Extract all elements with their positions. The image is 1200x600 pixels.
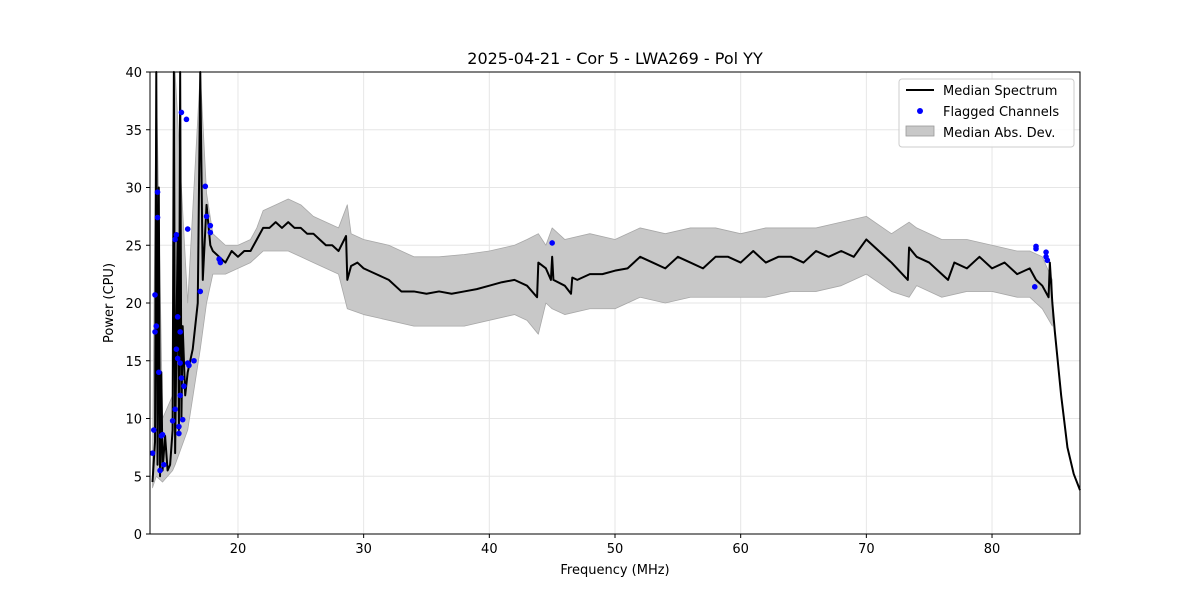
flagged-channel-point	[172, 406, 178, 413]
flagged-channel-point	[184, 226, 191, 232]
flagged-channel-point	[181, 383, 187, 389]
flagged-channel-point	[176, 430, 182, 437]
median-line-layer	[151, 71, 1081, 491]
flagged-channel-point	[152, 329, 158, 335]
flagged-channel-point	[177, 329, 183, 335]
y-tick-label: 35	[125, 124, 142, 139]
x-tick-label: 20	[230, 542, 247, 557]
legend-band-swatch	[905, 125, 935, 137]
flagged-channel-point	[197, 288, 204, 295]
flagged-channel-point	[169, 418, 176, 424]
flagged-channel-point	[173, 346, 180, 353]
x-tick-label: 80	[984, 542, 1001, 557]
flagged-channel-point	[176, 423, 182, 430]
flagged-channel-point	[203, 213, 210, 220]
flagged-channel-point	[159, 431, 166, 438]
mad-band-layer	[152, 71, 1053, 489]
y-tick-label: 5	[134, 470, 142, 485]
flagged-channel-point	[172, 236, 178, 243]
y-tick-label: 30	[125, 182, 142, 197]
flagged-channel-point	[183, 116, 190, 123]
y-tick-label: 20	[125, 297, 142, 312]
x-axis-ticks: 20 30 40 50 60 70 80	[230, 534, 1001, 557]
flagged-channel-point	[186, 362, 192, 369]
x-axis-label: Frequency (MHz)	[560, 563, 669, 578]
legend-point-swatch	[917, 108, 923, 114]
flagged-channel-point	[174, 314, 181, 320]
x-tick-label: 60	[732, 542, 749, 557]
flagged-channel-point	[179, 416, 186, 423]
legend-box	[898, 78, 1075, 148]
flagged-channel-point	[549, 240, 555, 246]
flagged-channel-point	[1044, 257, 1051, 264]
mad-band	[152, 71, 1053, 489]
flagged-channel-point	[174, 355, 181, 362]
flagged-channel-point	[1033, 245, 1039, 252]
x-tick-label: 40	[481, 542, 498, 557]
flagged-channel-point	[207, 222, 214, 229]
x-tick-label: 70	[858, 542, 875, 557]
x-tick-label: 50	[607, 542, 624, 557]
chart-title: 2025-04-21 - Cor 5 - LWA269 - Pol YY	[467, 49, 763, 68]
x-tick-label: 30	[355, 542, 372, 557]
median-spectrum-line	[151, 71, 1081, 491]
flagged-channel-point	[1031, 284, 1038, 290]
flagged-channel-point	[154, 189, 161, 195]
y-tick-label: 15	[125, 355, 142, 370]
flagged-channel-point	[150, 427, 157, 433]
y-axis-ticks: 0 5 10 15 20 25 30 35 40	[125, 66, 150, 543]
legend-label-median: Median Spectrum	[943, 84, 1057, 99]
flagged-channel-point	[1043, 249, 1049, 255]
flagged-channel-point	[173, 232, 180, 238]
legend-label-flagged: Flagged Channels	[943, 105, 1059, 120]
flagged-channel-point	[177, 392, 183, 399]
flagged-channel-point	[217, 259, 224, 266]
flagged-channel-point	[153, 323, 160, 329]
flagged-channel-point	[154, 214, 161, 221]
flagged-channel-point	[178, 375, 185, 381]
legend: Median Spectrum Flagged Channels Median …	[898, 78, 1075, 148]
y-tick-label: 0	[134, 528, 142, 543]
y-tick-label: 10	[125, 413, 142, 428]
flagged-channel-point	[207, 229, 214, 236]
flagged-channel-point	[178, 109, 185, 116]
flagged-channel-point	[161, 461, 167, 468]
flagged-channel-point	[155, 369, 162, 376]
y-tick-label: 40	[125, 66, 142, 81]
flagged-channel-point	[177, 360, 183, 366]
flagged-channel-point	[157, 467, 163, 474]
y-tick-label: 25	[125, 239, 142, 254]
flagged-channel-point	[149, 450, 156, 456]
flagged-channel-point	[152, 292, 158, 298]
flagged-channel-point	[202, 183, 209, 190]
flagged-channel-point	[191, 357, 197, 364]
flagged-points-layer	[149, 109, 1051, 474]
legend-label-mad: Median Abs. Dev.	[943, 126, 1055, 141]
y-axis-label: Power (CPU)	[102, 263, 117, 343]
